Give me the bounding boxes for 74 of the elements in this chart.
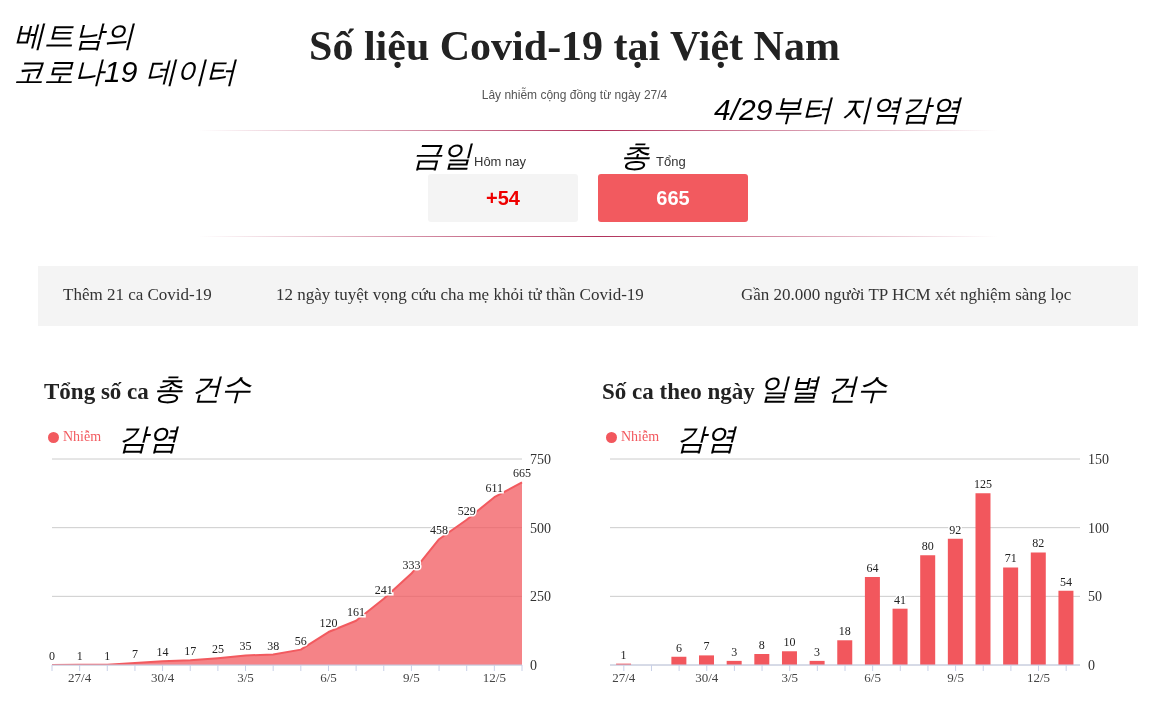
text: Gần 20.000 người TP HCM xét nghiệm sàng lọc	[741, 285, 1072, 305]
data-label: 611	[485, 481, 504, 496]
y-tick-label: 0	[530, 657, 537, 673]
data-label: 161	[347, 604, 366, 619]
text: 총 건수	[152, 372, 252, 405]
data-label: 1	[620, 647, 627, 662]
data-label: 35	[239, 639, 252, 654]
legend-label: Nhiễm	[63, 429, 102, 444]
text: 베트남의 코로나19 데이터	[14, 18, 236, 90]
data-label: 64	[866, 561, 879, 576]
y-tick-label: 50	[1088, 589, 1102, 605]
data-label: 458	[430, 523, 449, 538]
data-label: 665	[513, 466, 531, 481]
x-tick-label: 12/5	[1026, 670, 1051, 686]
data-label: 71	[1004, 551, 1017, 566]
data-label: 529	[457, 503, 476, 518]
text: 감염	[676, 421, 736, 457]
text: 감염	[118, 421, 178, 457]
data-label: 125	[973, 477, 992, 492]
x-tick-label: 27/4	[68, 670, 92, 686]
x-tick-label: 6/5	[864, 670, 881, 686]
y-tick-label: 500	[530, 520, 551, 536]
text: Số liệu Covid-19 tại Việt Nam	[309, 23, 840, 69]
text: 4/29부터 지역감염	[714, 92, 961, 128]
data-label: 1	[104, 648, 111, 663]
data-label: 120	[319, 616, 338, 631]
text: 금일	[412, 138, 472, 174]
x-tick-label: 30/4	[151, 670, 175, 686]
data-label: 0	[49, 649, 55, 663]
x-tick-label: 12/5	[482, 670, 506, 686]
data-label: 41	[894, 592, 907, 607]
x-tick-label: 3/5	[237, 670, 254, 686]
text: +54	[428, 174, 578, 222]
y-tick-label: 250	[530, 589, 551, 605]
data-label: 3	[731, 644, 738, 659]
data-label: 7	[131, 647, 138, 662]
text: 일별 건수	[758, 372, 888, 405]
text: 665	[598, 174, 748, 222]
y-tick-label: 0	[1088, 657, 1095, 673]
x-tick-label: 9/5	[947, 670, 964, 686]
x-tick-label: 9/5	[403, 670, 420, 686]
data-label: 38	[267, 638, 280, 653]
y-tick-label: 100	[1088, 520, 1109, 536]
data-label: 241	[374, 582, 393, 597]
y-tick-label: 150	[1088, 451, 1109, 467]
text: Tổng	[656, 154, 686, 169]
data-label: 92	[949, 522, 962, 537]
data-label: 3	[814, 644, 821, 659]
data-label: 8	[758, 638, 765, 653]
y-tick-label: 750	[530, 451, 551, 467]
x-tick-label: 3/5	[781, 670, 799, 686]
data-label: 14	[156, 645, 169, 660]
data-label: 80	[921, 539, 934, 554]
x-tick-label: 30/4	[695, 670, 719, 686]
data-label: 82	[1032, 536, 1045, 551]
data-label: 56	[294, 633, 307, 648]
text: Hôm nay	[474, 154, 527, 169]
x-tick-label: 27/4	[612, 670, 636, 686]
legend-label: Nhiễm	[621, 429, 660, 444]
data-label: 1	[76, 648, 83, 663]
text: 총	[620, 138, 650, 174]
data-label: 54	[1059, 574, 1072, 589]
chart-title: Tổng số ca	[44, 379, 149, 404]
data-label: 6	[675, 640, 682, 655]
text: Lây nhiễm cộng đồng từ ngày 27/4	[481, 88, 668, 102]
chart-title: Số ca theo ngày	[602, 379, 755, 404]
x-tick-label: 6/5	[320, 670, 337, 686]
text: Thêm 21 ca Covid-19	[63, 285, 212, 305]
data-label: 25	[211, 642, 224, 657]
text: 12 ngày tuyệt vọng cứu cha mẹ khỏi tử thần Covid-19	[276, 285, 644, 305]
data-label: 10	[783, 635, 796, 650]
data-label: 7	[703, 639, 710, 654]
data-label: 18	[838, 624, 851, 639]
data-label: 17	[184, 644, 197, 659]
